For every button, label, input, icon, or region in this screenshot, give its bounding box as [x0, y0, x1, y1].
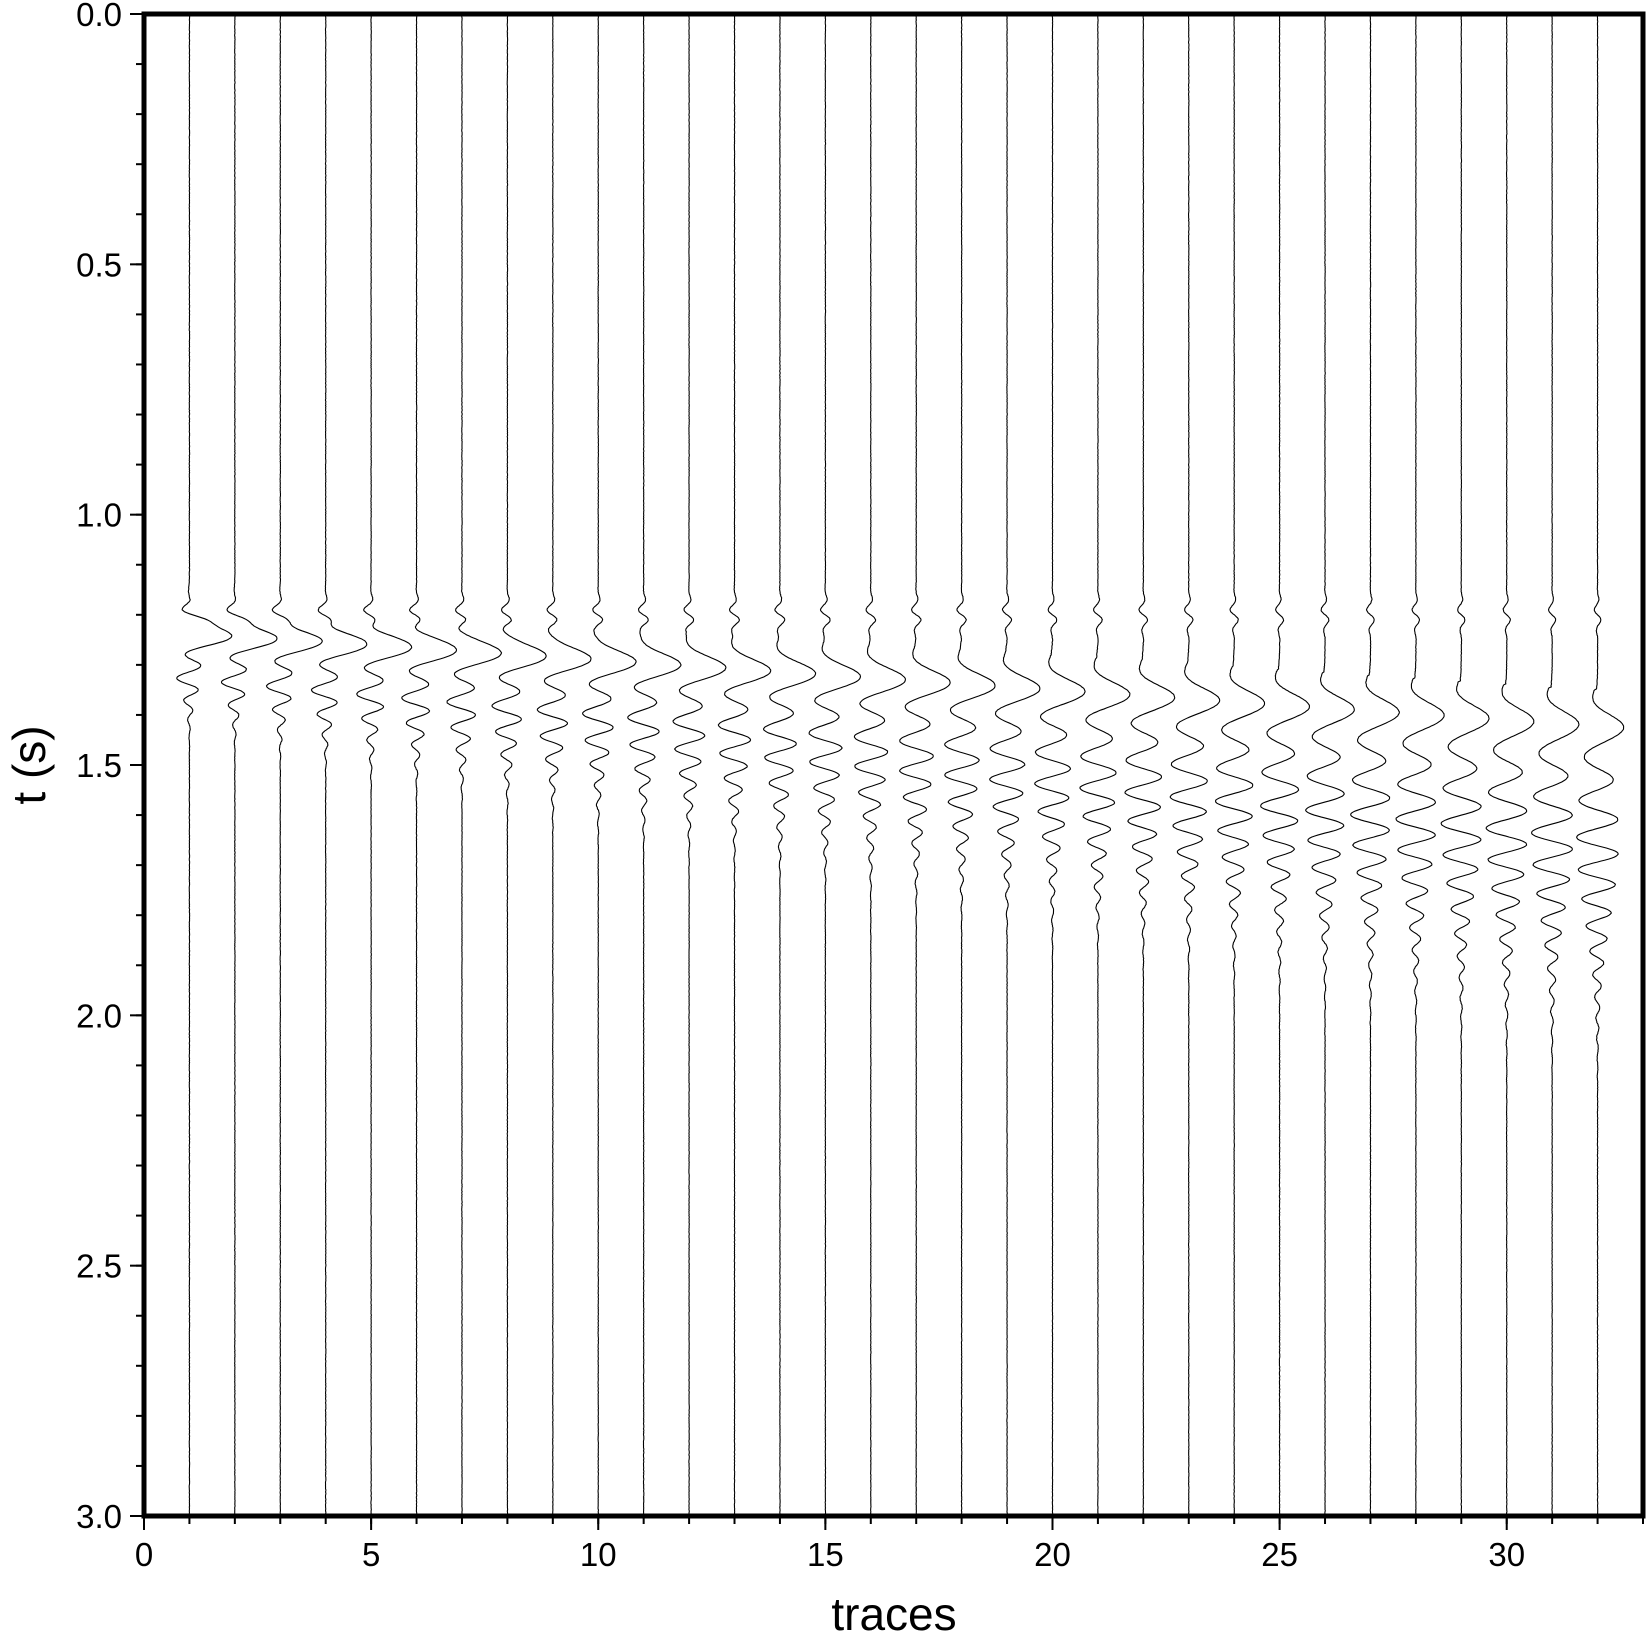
- traces-group: [176, 14, 1625, 1516]
- seismic-trace-16: [853, 14, 906, 1516]
- x-tick-label: 15: [807, 1536, 844, 1573]
- x-tick-label: 10: [580, 1536, 617, 1573]
- seismic-trace-24: [1214, 14, 1266, 1516]
- x-axis: 0 5 10 15 20 25 30: [135, 1516, 1644, 1573]
- seismic-trace-21: [1079, 14, 1131, 1516]
- seismic-trace-7: [446, 14, 503, 1516]
- y-axis-title: t (s): [3, 725, 55, 804]
- y-tick-label: 1.0: [76, 497, 122, 534]
- seismic-trace-6: [401, 14, 458, 1516]
- seismic-trace-17: [898, 14, 951, 1516]
- seismic-trace-28: [1395, 14, 1445, 1516]
- y-tick-label: 2.5: [76, 1248, 122, 1285]
- seismic-trace-18: [944, 14, 996, 1516]
- seismic-trace-4: [310, 14, 368, 1516]
- x-tick-label: 20: [1034, 1536, 1071, 1573]
- seismic-trace-10: [582, 14, 637, 1516]
- y-axis: 0.0 0.5 1.0 1.5 2.0 2.5 3.0: [76, 0, 144, 1535]
- seismic-trace-31: [1531, 14, 1580, 1516]
- seismic-trace-27: [1350, 14, 1400, 1516]
- seismic-trace-29: [1440, 14, 1490, 1516]
- y-tick-label: 3.0: [76, 1498, 122, 1535]
- seismic-trace-14: [762, 14, 817, 1516]
- seismic-trace-3: [265, 14, 323, 1516]
- seismic-trace-13: [717, 14, 772, 1516]
- seismic-trace-23: [1169, 14, 1221, 1516]
- seismic-trace-9: [536, 14, 592, 1516]
- x-axis-title: traces: [831, 1588, 956, 1634]
- seismic-trace-19: [989, 14, 1041, 1516]
- y-tick-label: 1.5: [76, 747, 122, 784]
- seismic-trace-20: [1034, 14, 1086, 1516]
- seismic-trace-1: [176, 14, 233, 1516]
- x-tick-label: 5: [362, 1536, 380, 1573]
- y-tick-label: 2.0: [76, 997, 122, 1034]
- seismic-trace-15: [808, 14, 862, 1516]
- seismic-trace-2: [220, 14, 278, 1516]
- x-tick-label: 25: [1261, 1536, 1298, 1573]
- seismic-trace-32: [1576, 14, 1625, 1516]
- seismic-trace-5: [356, 14, 413, 1516]
- seismic-trace-30: [1485, 14, 1535, 1516]
- seismic-trace-22: [1124, 14, 1176, 1516]
- seismic-trace-8: [491, 14, 547, 1516]
- seismic-trace-12: [672, 14, 727, 1516]
- y-tick-label: 0.5: [76, 246, 122, 283]
- seismic-trace-11: [627, 14, 682, 1516]
- x-tick-label: 30: [1488, 1536, 1525, 1573]
- x-tick-label: 0: [135, 1536, 153, 1573]
- seismic-trace-26: [1304, 14, 1355, 1516]
- y-tick-label: 0.0: [76, 0, 122, 33]
- seismic-trace-25: [1260, 14, 1311, 1516]
